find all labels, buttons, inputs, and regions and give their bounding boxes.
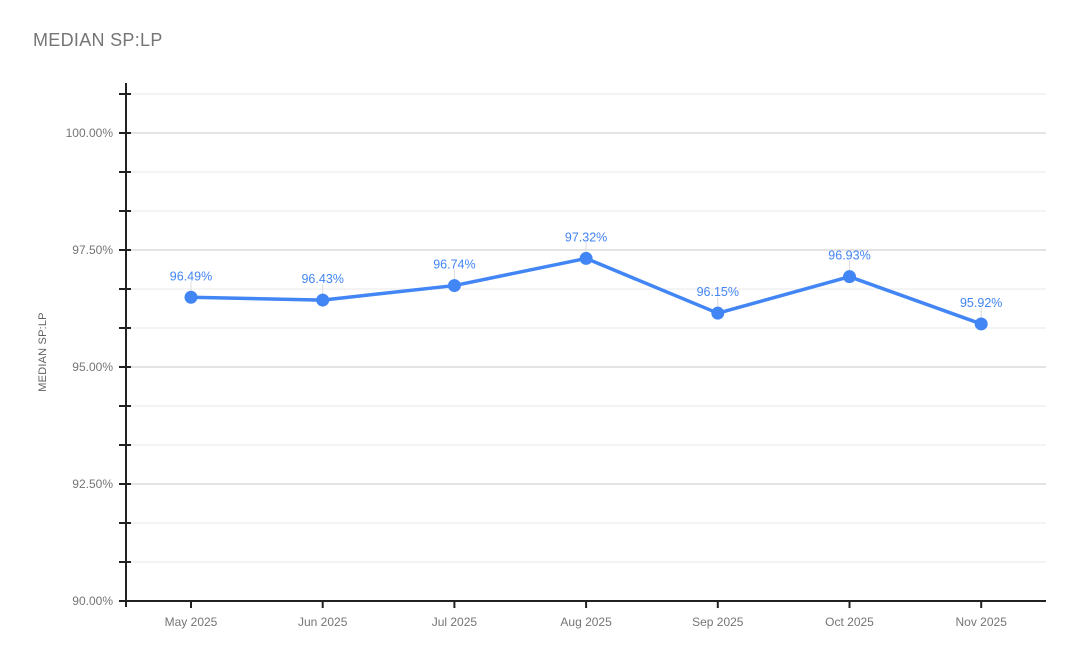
chart-title: MEDIAN SP:LP <box>33 30 163 50</box>
data-point[interactable] <box>974 317 988 331</box>
data-point-label: 96.15% <box>697 285 739 299</box>
data-point-label: 96.74% <box>433 258 475 272</box>
x-axis-label: May 2025 <box>165 615 218 629</box>
data-point[interactable] <box>579 251 593 265</box>
data-point-label: 96.49% <box>170 269 212 283</box>
x-axis-label: Nov 2025 <box>956 615 1008 629</box>
data-point[interactable] <box>184 290 198 304</box>
y-axis-tick-label: 92.50% <box>72 477 113 491</box>
data-point[interactable] <box>316 293 330 307</box>
data-point[interactable] <box>843 270 856 284</box>
y-axis-tick-label: 95.00% <box>72 360 113 374</box>
y-axis-tick-label: 90.00% <box>72 594 113 608</box>
data-point[interactable] <box>711 306 725 320</box>
y-axis-tick-label: 100.00% <box>66 126 114 140</box>
y-axis-tick-label: 97.50% <box>72 243 113 257</box>
x-axis-label: Jul 2025 <box>432 615 478 629</box>
series-line <box>189 256 983 326</box>
data-point-label: 96.43% <box>301 272 343 286</box>
x-axis-label: Aug 2025 <box>560 615 612 629</box>
data-point-label: 96.93% <box>828 249 870 263</box>
x-axis-label: Oct 2025 <box>825 615 874 629</box>
x-axis-label: Sep 2025 <box>692 615 744 629</box>
data-point[interactable] <box>447 279 461 293</box>
x-axis-label: Jun 2025 <box>298 615 348 629</box>
data-point-label: 97.32% <box>565 230 607 244</box>
data-point-label: 95.92% <box>960 296 1002 310</box>
